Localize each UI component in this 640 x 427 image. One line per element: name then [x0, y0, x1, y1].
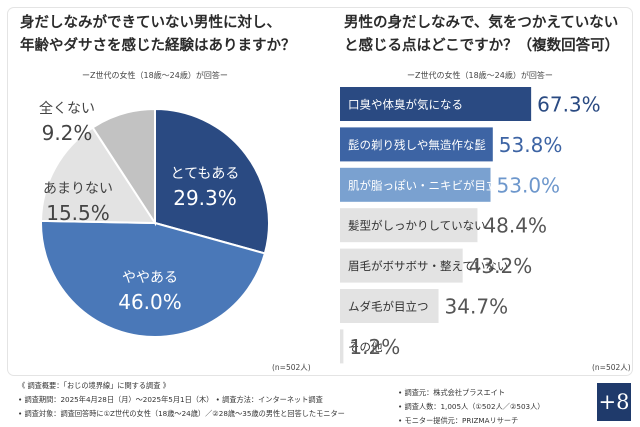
pie-value-label: 46.0% — [118, 290, 182, 314]
footer-survey-target: • 調査対象：調査回答時に①Z世代の女性（18歳〜24歳）／②28歳〜35歳の男… — [18, 409, 345, 418]
pie-slice — [40, 219, 267, 338]
pie-value-label: 15.5% — [46, 201, 110, 225]
pie-slice — [154, 107, 270, 255]
bar — [340, 248, 463, 283]
bar-value-label: 1.2% — [349, 335, 400, 359]
footer-monitor-provider: • モニター提供元：PRIZMAリサーチ — [398, 416, 519, 425]
bar — [340, 87, 532, 121]
left-subtitle: ーZ世代の女性（18歳〜24歳）が回答ー — [82, 71, 228, 80]
pie-category-label: 全くない — [39, 100, 95, 117]
bar-category-label: 眉毛がボサボサ・整えていない — [348, 259, 508, 273]
pie-category-label: とてもある — [171, 166, 240, 182]
pie-slice — [91, 107, 156, 227]
footer-survey-source: • 調査元：株式会社プラスエイト — [398, 388, 506, 397]
bar-category-label: 髭の剃り残しや無造作な髭 — [348, 138, 486, 152]
footer-survey-count: • 調査人数：1,005人（①502人／②503人） — [398, 402, 545, 411]
brand-logo: +8 — [597, 383, 631, 421]
bar-category-label: 肌が脂っぽい・ニキビが目立つ — [348, 178, 509, 192]
bar-value-label: 67.3% — [537, 93, 601, 117]
bar — [340, 289, 439, 323]
right-title-line2: と感じる点はどこですか？（複数回答可） — [344, 38, 620, 54]
pie-value-label: 29.3% — [173, 186, 237, 210]
pie-category-label: あまりない — [43, 181, 113, 197]
left-title-line2: 年齢やダサさを感じた経験はありますか？ — [20, 38, 296, 54]
bar-category-label: ムダ毛が目立つ — [348, 300, 429, 314]
bar-category-label: 口臭や体臭が気になる — [348, 98, 463, 112]
pie-category-label: ややある — [122, 270, 178, 286]
pie-slice — [40, 126, 157, 225]
left-title-line1: 身だしなみができていない男性に対し、 — [20, 15, 281, 31]
bar — [340, 329, 344, 364]
left-n-note: (n=502人) — [272, 363, 311, 372]
footer-survey-title: 《 調査概要：「おじの境界線」に関する調査 》 — [18, 381, 170, 390]
bar-value-label: 48.4% — [483, 214, 547, 238]
bar-value-label: 53.8% — [499, 133, 563, 157]
bar-category-label: 髪型がしっかりしていない — [348, 219, 486, 233]
bar — [340, 127, 493, 162]
pie-value-label: 9.2% — [42, 121, 93, 145]
footer: 《 調査概要：「おじの境界線」に関する調査 》 • 調査期間：2025年4月28… — [0, 381, 640, 427]
bar-value-label: 53.0% — [497, 173, 561, 197]
bar-category-label: その他 — [348, 340, 383, 354]
right-n-note: (n=502人) — [592, 363, 631, 372]
bar — [340, 208, 478, 243]
right-subtitle: ーZ世代の女性（18歳〜24歳）が回答ー — [407, 71, 553, 80]
footer-survey-period: • 調査期間：2025年4月28日（月）〜2025年5月1日（木） • 調査方法… — [18, 395, 323, 404]
right-title-line1: 男性の身だしなみで、気をつかえていない — [344, 15, 619, 31]
bar-value-label: 34.7% — [445, 295, 509, 319]
bar — [340, 167, 491, 202]
bar-value-label: 43.2% — [469, 254, 533, 278]
